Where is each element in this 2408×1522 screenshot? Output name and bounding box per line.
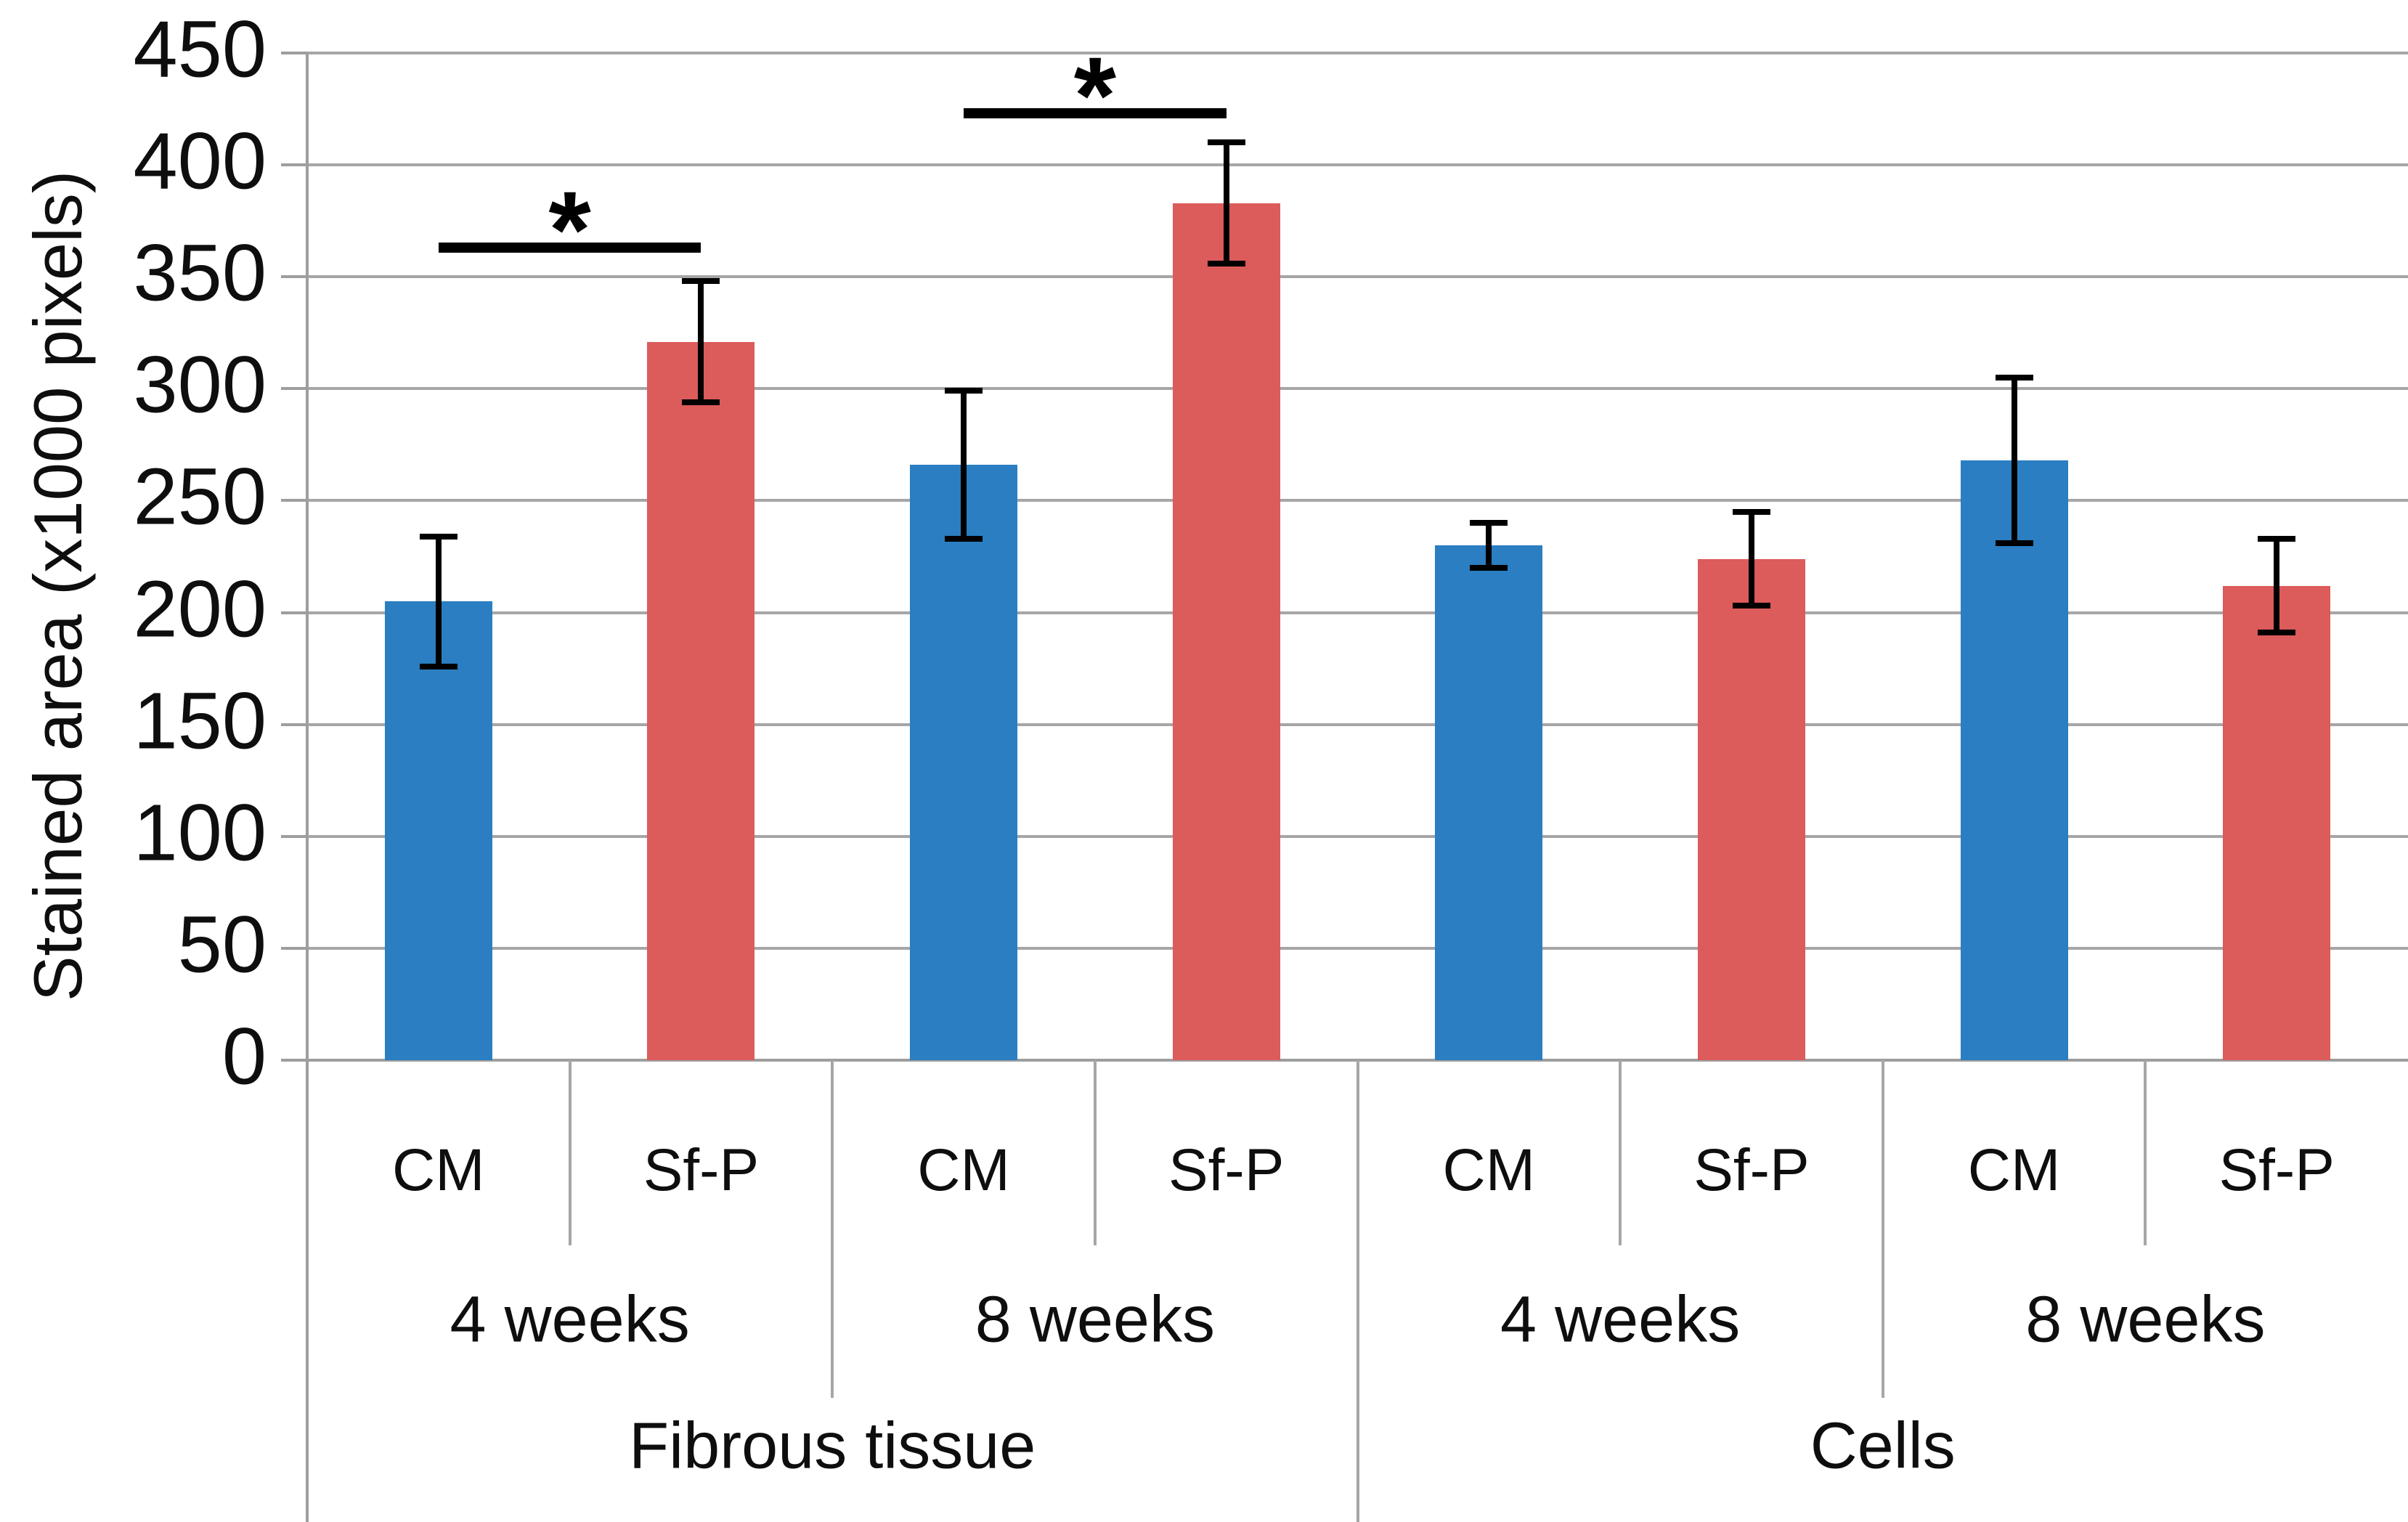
significance-asterisk-2: *: [1073, 34, 1117, 157]
error-cap-bottom-fibrous-tissue-8-weeks-sf-p: [1207, 260, 1245, 266]
y-tick-label-400: 400: [133, 116, 267, 206]
week-group-label-3: 4 weeks: [1500, 1283, 1741, 1356]
gridline-100: [307, 834, 2408, 838]
error-bar-cells-8-weeks-cm: [2011, 377, 2017, 543]
error-cap-bottom-fibrous-tissue-4-weeks-sf-p: [682, 399, 720, 405]
gridline-450: [307, 52, 2408, 54]
bar-fibrous-tissue-8-weeks-sf-p: [1172, 203, 1280, 1060]
category-divider-4: [1356, 1060, 1359, 1522]
y-tick-350: [281, 275, 307, 279]
error-cap-bottom-fibrous-tissue-4-weeks-cm: [419, 663, 457, 670]
y-tick-50: [281, 946, 307, 950]
category-divider-2: [831, 1060, 834, 1398]
error-cap-top-cells-4-weeks-sf-p: [1732, 508, 1770, 515]
category-divider-1: [568, 1060, 572, 1245]
bar-fibrous-tissue-4-weeks-cm: [384, 601, 492, 1060]
y-tick-label-250: 250: [133, 452, 267, 542]
gridline-250: [307, 499, 2408, 502]
error-cap-bottom-fibrous-tissue-8-weeks-cm: [945, 535, 983, 542]
error-bar-cells-8-weeks-sf-p: [2274, 538, 2280, 633]
category-divider-3: [1093, 1060, 1097, 1245]
gridline-150: [307, 723, 2408, 726]
y-tick-label-450: 450: [133, 4, 267, 94]
y-tick-label-300: 300: [133, 340, 267, 430]
gridline-350: [307, 275, 2408, 279]
error-cap-bottom-cells-8-weeks-cm: [1995, 540, 2033, 546]
y-tick-150: [281, 723, 307, 726]
y-tick-label-0: 0: [221, 1012, 267, 1102]
error-cap-top-cells-4-weeks-cm: [1470, 520, 1508, 526]
week-group-label-2: 8 weeks: [975, 1283, 1215, 1356]
error-cap-top-cells-8-weeks-cm: [1995, 374, 2033, 380]
error-bar-cells-4-weeks-cm: [1486, 523, 1492, 568]
error-bar-fibrous-tissue-4-weeks-cm: [435, 536, 442, 667]
bar-fibrous-tissue-4-weeks-sf-p: [647, 341, 755, 1060]
bar-cells-4-weeks-sf-p: [1697, 558, 1805, 1060]
y-tick-label-350: 350: [133, 228, 267, 318]
condition-label-cells-8-weeks-cm: CM: [1967, 1137, 2061, 1203]
y-tick-label-150: 150: [133, 676, 267, 766]
gridline-400: [307, 163, 2408, 167]
tissue-group-label-fibrous-tissue: Fibrous tissue: [629, 1409, 1036, 1483]
y-tick-label-50: 50: [177, 900, 267, 990]
significance-line-1: [438, 243, 701, 253]
error-cap-bottom-cells-4-weeks-cm: [1470, 564, 1508, 571]
error-cap-top-fibrous-tissue-4-weeks-sf-p: [682, 278, 720, 285]
bar-cells-8-weeks-sf-p: [2223, 585, 2331, 1060]
y-axis-line: [306, 53, 309, 1522]
bar-fibrous-tissue-8-weeks-cm: [910, 465, 1018, 1060]
condition-label-fibrous-tissue-4-weeks-sf-p: Sf-P: [643, 1137, 760, 1203]
error-bar-fibrous-tissue-8-weeks-sf-p: [1223, 142, 1229, 264]
y-tick-200: [281, 611, 307, 614]
y-tick-450: [281, 52, 307, 54]
bar-cells-4-weeks-cm: [1435, 545, 1543, 1060]
gridline-200: [307, 611, 2408, 614]
y-tick-label-200: 200: [133, 564, 267, 654]
error-bar-fibrous-tissue-4-weeks-sf-p: [698, 281, 704, 402]
significance-asterisk-1: *: [548, 168, 591, 291]
condition-label-fibrous-tissue-8-weeks-cm: CM: [917, 1137, 1010, 1203]
error-bar-cells-4-weeks-sf-p: [1748, 511, 1754, 606]
gridline-50: [307, 946, 2408, 950]
condition-label-fibrous-tissue-4-weeks-cm: CM: [392, 1137, 485, 1203]
week-group-label-4: 8 weeks: [2025, 1283, 2266, 1356]
tissue-group-label-cells: Cells: [1810, 1409, 1956, 1483]
condition-label-fibrous-tissue-8-weeks-sf-p: Sf-P: [1168, 1137, 1285, 1203]
error-cap-top-cells-8-weeks-sf-p: [2258, 535, 2296, 542]
condition-label-cells-4-weeks-cm: CM: [1442, 1137, 1536, 1203]
y-tick-label-100: 100: [133, 788, 267, 878]
significance-line-2: [964, 108, 1227, 119]
y-tick-0: [281, 1059, 307, 1062]
category-divider-6: [1881, 1060, 1884, 1398]
error-bar-fibrous-tissue-8-weeks-cm: [961, 391, 967, 539]
category-divider-7: [2144, 1060, 2147, 1245]
y-tick-250: [281, 499, 307, 502]
condition-label-cells-4-weeks-sf-p: Sf-P: [1693, 1137, 1810, 1203]
week-group-label-1: 4 weeks: [450, 1283, 690, 1356]
error-cap-top-fibrous-tissue-4-weeks-cm: [419, 533, 457, 540]
y-tick-400: [281, 163, 307, 167]
y-tick-100: [281, 834, 307, 838]
error-cap-top-fibrous-tissue-8-weeks-cm: [945, 388, 983, 394]
category-divider-5: [1619, 1060, 1622, 1245]
bar-cells-8-weeks-cm: [1960, 460, 2068, 1060]
condition-label-cells-8-weeks-sf-p: Sf-P: [2218, 1137, 2335, 1203]
y-tick-300: [281, 387, 307, 391]
gridline-300: [307, 387, 2408, 391]
error-cap-bottom-cells-4-weeks-sf-p: [1732, 603, 1770, 609]
error-cap-top-fibrous-tissue-8-weeks-sf-p: [1207, 139, 1245, 146]
error-cap-bottom-cells-8-weeks-sf-p: [2258, 630, 2296, 636]
